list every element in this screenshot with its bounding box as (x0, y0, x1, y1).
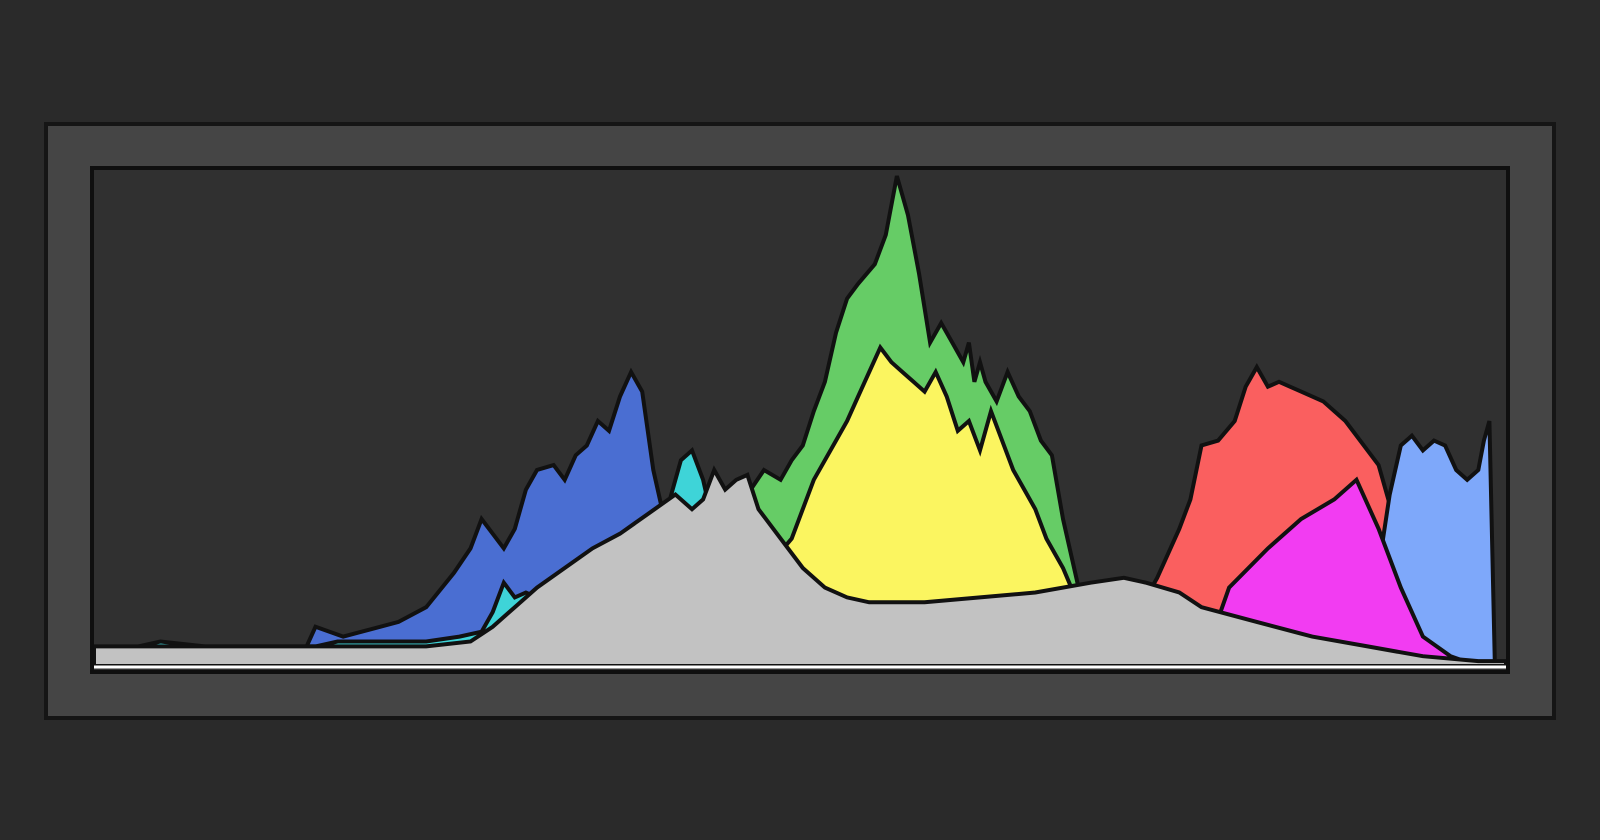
histogram-plot-area (90, 166, 1510, 674)
histogram-chart (94, 175, 1506, 669)
histogram-panel (44, 122, 1556, 720)
histogram-area-gray (94, 465, 1506, 668)
